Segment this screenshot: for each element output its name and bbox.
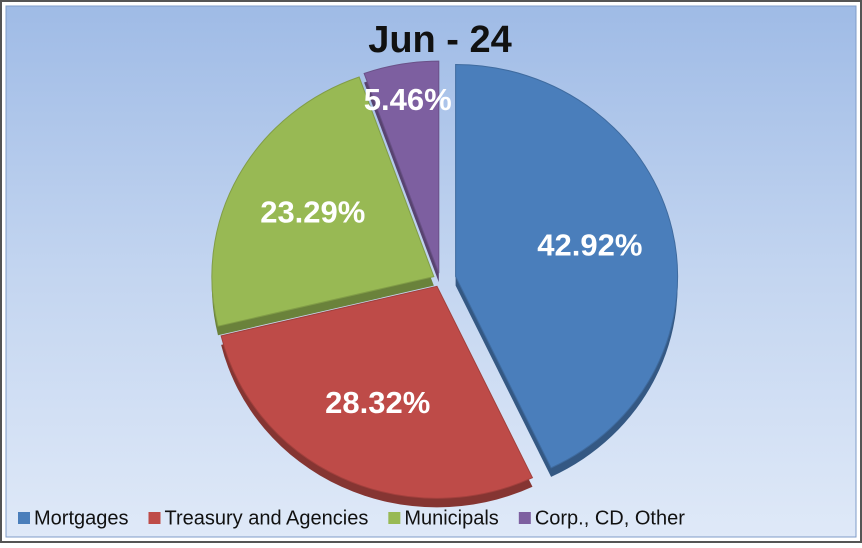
legend: Mortgages Treasury and Agencies Municipals… bbox=[18, 507, 685, 529]
legend-swatch bbox=[148, 512, 161, 524]
legend-label: Mortgages bbox=[34, 507, 129, 529]
slice bbox=[455, 63, 679, 469]
slice bbox=[211, 76, 435, 327]
legend-label: Corp., CD, Other bbox=[535, 507, 685, 529]
slice bbox=[363, 60, 440, 274]
slice bbox=[220, 285, 534, 499]
legend-swatch bbox=[18, 512, 30, 524]
data-label: 42.92% bbox=[537, 228, 642, 263]
chart-title: Jun - 24 bbox=[368, 19, 512, 61]
data-label: 5.46% bbox=[364, 82, 452, 117]
pie: 42.92% 28.32% 23.29% 5.46% bbox=[211, 60, 679, 508]
data-label: 28.32% bbox=[325, 385, 430, 420]
legend-swatch bbox=[388, 512, 401, 524]
legend-label: Treasury and Agencies bbox=[165, 507, 369, 529]
legend-swatch bbox=[518, 512, 531, 524]
legend-label: Municipals bbox=[404, 507, 498, 529]
data-label: 23.29% bbox=[260, 194, 365, 229]
